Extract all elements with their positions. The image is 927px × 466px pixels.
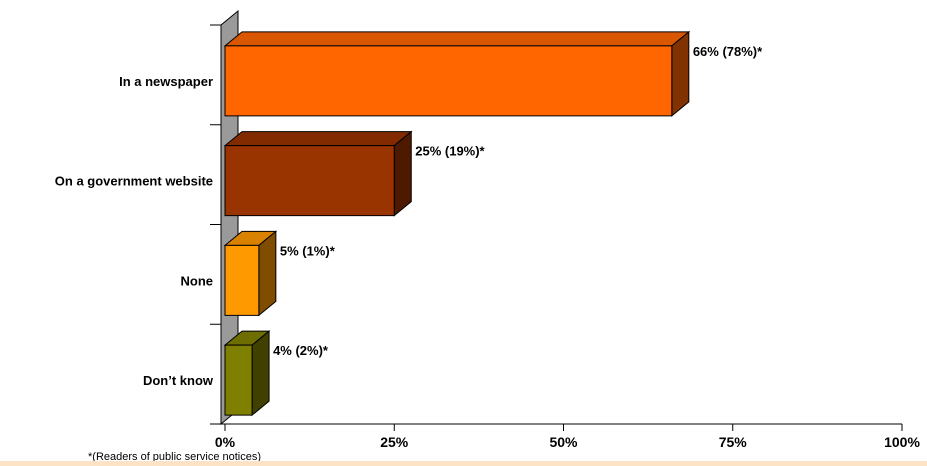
data-label: 5% (1%)* — [280, 243, 336, 258]
bar-front-face — [224, 45, 673, 117]
category-label: On a government website — [55, 174, 213, 189]
x-tick-label: 100% — [884, 434, 920, 450]
bar-4 — [223, 330, 271, 417]
category-label: None — [181, 273, 214, 288]
bar-side-face — [251, 330, 270, 417]
bar-1 — [223, 30, 691, 117]
bar-front-face — [224, 244, 260, 316]
bar-front-face — [224, 145, 395, 217]
bar-top-face — [223, 131, 413, 147]
bar-2 — [223, 130, 413, 217]
x-tick-label: 75% — [719, 434, 748, 450]
chart-bars — [223, 30, 691, 417]
bar-side-face — [393, 130, 412, 217]
bar-side-face — [258, 230, 277, 317]
x-tick-label: 25% — [380, 434, 409, 450]
bar-side-face — [671, 30, 690, 117]
x-tick-label: 0% — [215, 434, 236, 450]
bottom-band — [0, 461, 927, 466]
bar-front-face — [224, 344, 253, 416]
data-label: 25% (19%)* — [415, 144, 485, 159]
footnote: *(Readers of public service notices) — [88, 451, 262, 463]
bar-3 — [223, 230, 278, 317]
category-label: Don’t know — [143, 373, 214, 388]
bar-top-face — [223, 31, 691, 47]
category-label: In a newspaper — [119, 74, 213, 89]
chart-labels: 0% 25% 50% 75% 100% In a newspaper 66% (78%)* O… — [55, 44, 921, 450]
x-tick-label: 50% — [549, 434, 578, 450]
data-label: 4% (2%)* — [273, 343, 329, 358]
data-label: 66% (78%)* — [693, 44, 763, 59]
